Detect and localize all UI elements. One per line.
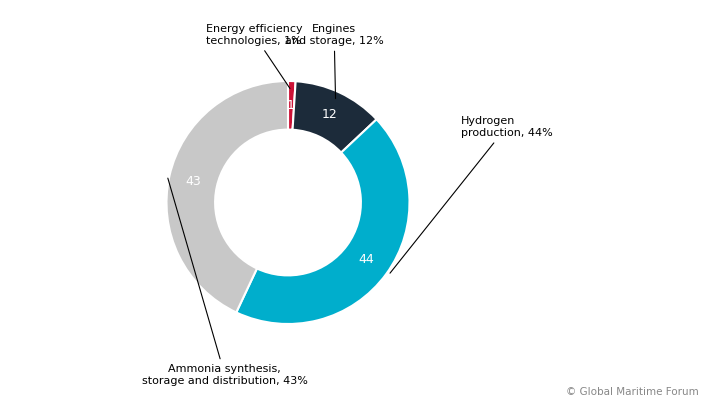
Wedge shape (288, 81, 296, 130)
Text: © Global Maritime Forum: © Global Maritime Forum (566, 387, 698, 397)
Text: 12: 12 (322, 108, 337, 121)
Text: Ammonia synthesis,
storage and distribution, 43%: Ammonia synthesis, storage and distribut… (142, 178, 307, 386)
Text: 1: 1 (287, 99, 295, 112)
Text: 44: 44 (359, 253, 374, 266)
Text: Energy efficiency
technologies, 1%: Energy efficiency technologies, 1% (206, 24, 302, 88)
Wedge shape (292, 81, 377, 153)
Wedge shape (236, 119, 410, 324)
Wedge shape (166, 81, 288, 312)
Text: 43: 43 (185, 175, 201, 188)
Text: Hydrogen
production, 44%: Hydrogen production, 44% (390, 116, 552, 273)
Text: Engines
and storage, 12%: Engines and storage, 12% (285, 24, 384, 98)
